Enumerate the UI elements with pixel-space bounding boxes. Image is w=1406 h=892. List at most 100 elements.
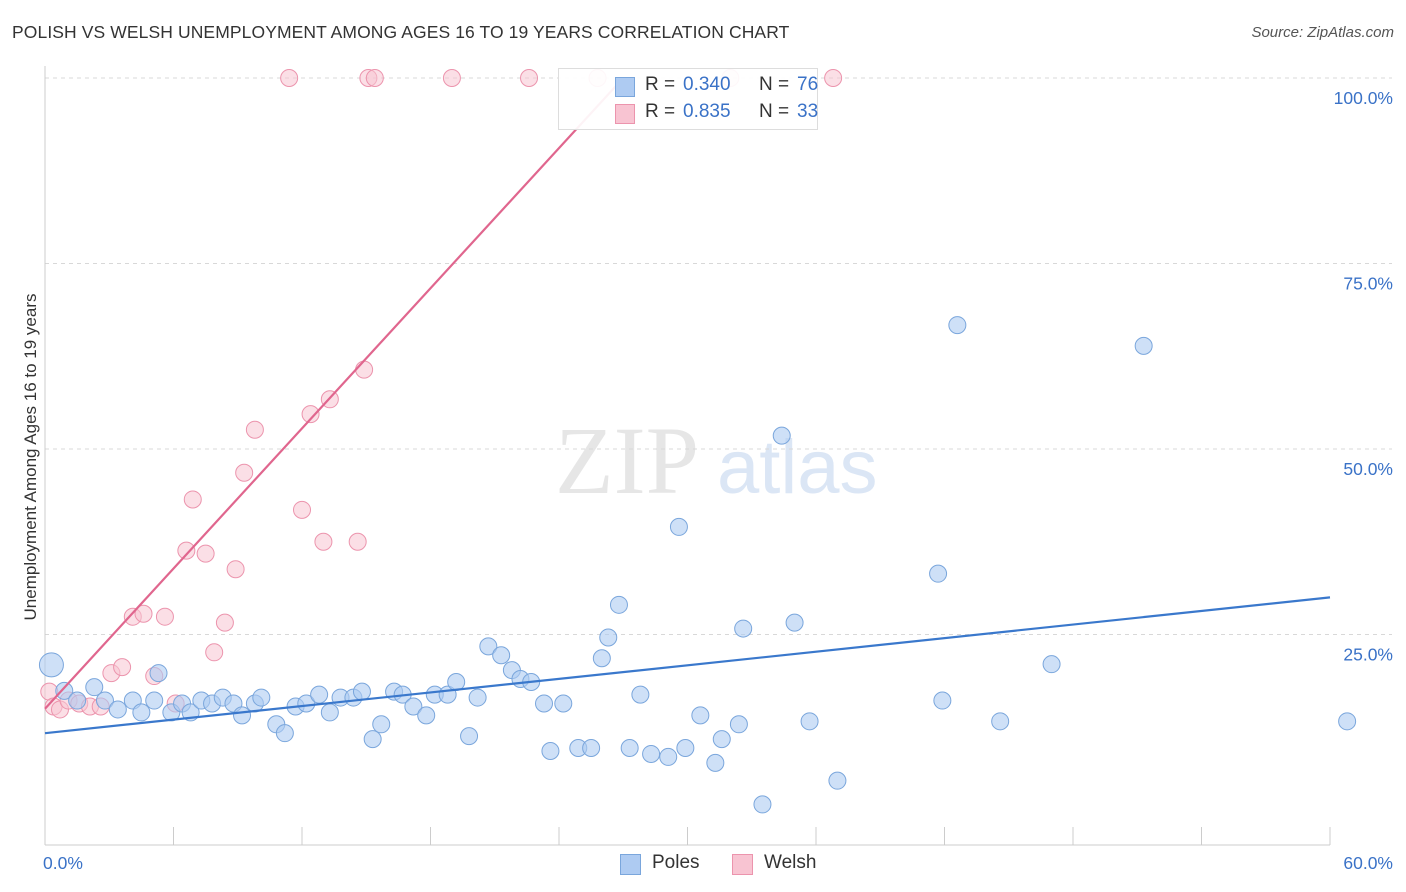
poles-point xyxy=(320,703,339,722)
poles-point xyxy=(800,712,819,731)
poles-point xyxy=(691,706,710,725)
poles-point xyxy=(734,619,753,638)
poles-point xyxy=(310,685,329,704)
poles-point xyxy=(1042,655,1061,674)
welsh-point xyxy=(245,420,264,439)
poles-point xyxy=(991,712,1010,731)
poles-point xyxy=(828,771,847,790)
poles-point xyxy=(631,685,650,704)
y-tick-label-0: 25.0% xyxy=(1343,645,1393,665)
welsh-point xyxy=(235,463,254,482)
poles-point xyxy=(55,681,74,700)
poles-swatch xyxy=(615,77,635,97)
welsh-r-value: 0.835 xyxy=(683,101,731,122)
welsh-point xyxy=(280,69,299,87)
welsh-n-label: N = xyxy=(759,101,790,122)
poles-point xyxy=(372,715,391,734)
poles-point xyxy=(297,694,316,713)
poles-point xyxy=(233,706,252,725)
welsh-point xyxy=(113,658,132,677)
poles-point xyxy=(706,753,725,772)
welsh-points xyxy=(40,69,843,719)
welsh-point xyxy=(134,604,153,623)
poles-point xyxy=(275,724,294,743)
tick-labels: 25.0% 50.0% 75.0% 100.0% 0.0% 60.0% xyxy=(43,88,1393,873)
poles-r-label: R = xyxy=(645,74,676,95)
welsh-point xyxy=(365,69,384,87)
legend-swatch-welsh xyxy=(732,854,753,875)
welsh-point xyxy=(205,643,224,662)
welsh-point xyxy=(355,360,374,379)
poles-point xyxy=(38,652,64,678)
legend-label-poles: Poles xyxy=(652,852,700,873)
poles-point xyxy=(468,688,487,707)
poles-point xyxy=(447,672,466,691)
y-tick-label-1: 50.0% xyxy=(1343,459,1393,479)
y-tick-label-2: 75.0% xyxy=(1343,274,1393,294)
poles-point xyxy=(492,646,511,665)
poles-point xyxy=(352,682,371,701)
grid-lines xyxy=(45,77,1392,635)
watermark-atlas: atlas xyxy=(717,425,878,510)
welsh-trend-line xyxy=(44,77,625,710)
correlation-legend: R = 0.340 N = 76 R = 0.835 N = 33 xyxy=(558,68,818,130)
poles-point xyxy=(785,613,804,632)
poles-point xyxy=(642,744,661,763)
poles-point xyxy=(417,706,436,725)
welsh-swatch xyxy=(615,104,635,124)
y-tick-label-3: 100.0% xyxy=(1334,88,1393,108)
y-axis-title: Unemployment Among Ages 16 to 19 years xyxy=(21,294,40,621)
poles-point xyxy=(929,564,948,583)
legend-swatch-poles xyxy=(620,854,641,875)
welsh-point xyxy=(215,613,234,632)
poles-point xyxy=(753,795,772,814)
trend-lines xyxy=(44,77,1331,735)
x-tick-label-1: 60.0% xyxy=(1343,853,1393,873)
poles-point xyxy=(948,316,967,335)
poles-point xyxy=(68,691,87,710)
poles-point xyxy=(149,664,168,683)
poles-r-value: 0.340 xyxy=(683,74,731,95)
poles-point xyxy=(1338,712,1357,731)
welsh-r-label: R = xyxy=(645,101,676,122)
poles-n-label: N = xyxy=(759,74,790,95)
welsh-point xyxy=(183,490,202,509)
poles-point xyxy=(535,694,554,713)
welsh-point xyxy=(226,560,245,579)
poles-point xyxy=(479,637,498,656)
welsh-point xyxy=(520,69,539,87)
poles-point xyxy=(933,691,952,710)
x-tick-label-0: 0.0% xyxy=(43,853,83,873)
poles-point xyxy=(592,649,611,668)
welsh-point xyxy=(314,532,333,551)
welsh-point xyxy=(442,69,461,87)
welsh-n-value: 33 xyxy=(797,101,819,122)
poles-point xyxy=(252,688,271,707)
poles-point xyxy=(582,739,601,758)
welsh-point xyxy=(196,544,215,563)
poles-point xyxy=(363,730,382,749)
welsh-point xyxy=(177,541,196,560)
poles-point xyxy=(599,628,618,647)
poles-point xyxy=(145,691,164,710)
poles-point xyxy=(620,739,639,758)
poles-point xyxy=(676,739,695,758)
poles-point xyxy=(108,700,127,719)
poles-n-value: 76 xyxy=(797,74,819,95)
poles-point xyxy=(659,747,678,766)
poles-point xyxy=(712,730,731,749)
welsh-point xyxy=(301,405,320,424)
poles-point xyxy=(95,691,114,710)
poles-point xyxy=(132,703,151,722)
poles-point xyxy=(1134,336,1153,355)
poles-point xyxy=(460,727,479,746)
watermark: ZIP atlas xyxy=(555,407,878,514)
poles-point xyxy=(541,741,560,760)
poles-point xyxy=(609,595,628,614)
poles-point xyxy=(669,517,688,536)
source-label: Source: ZipAtlas.com xyxy=(1251,24,1394,41)
poles-trend-line xyxy=(44,596,1331,735)
poles-point xyxy=(729,715,748,734)
welsh-point xyxy=(824,69,843,87)
